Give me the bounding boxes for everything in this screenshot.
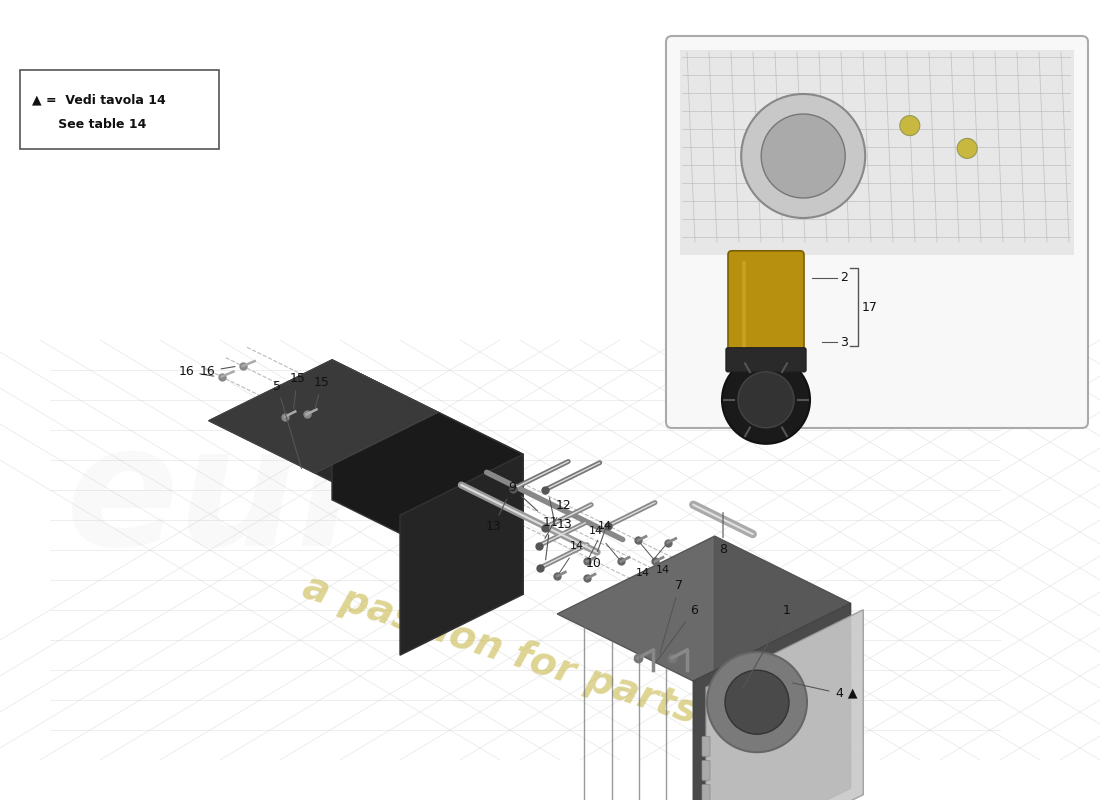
Text: euro: euro — [66, 418, 494, 582]
FancyBboxPatch shape — [728, 250, 804, 364]
Text: 16: 16 — [178, 365, 213, 378]
Text: 14: 14 — [636, 567, 650, 578]
Text: 15: 15 — [289, 372, 305, 409]
Text: a passion for parts: a passion for parts — [298, 568, 702, 732]
Text: 14: 14 — [598, 522, 612, 531]
FancyBboxPatch shape — [666, 36, 1088, 428]
Polygon shape — [209, 360, 524, 515]
Text: 17: 17 — [862, 301, 878, 314]
Text: 14: 14 — [570, 541, 584, 551]
Text: 12: 12 — [544, 499, 571, 538]
Text: 8: 8 — [719, 513, 727, 556]
Text: See table 14: See table 14 — [32, 118, 146, 131]
Circle shape — [707, 652, 807, 752]
Polygon shape — [332, 360, 524, 594]
Polygon shape — [558, 536, 850, 681]
Circle shape — [722, 356, 810, 444]
Circle shape — [957, 138, 977, 158]
Polygon shape — [706, 610, 864, 800]
Text: 1: 1 — [742, 604, 791, 688]
FancyBboxPatch shape — [702, 736, 710, 757]
Polygon shape — [209, 360, 438, 474]
Text: 4 ▲: 4 ▲ — [836, 686, 857, 699]
Text: 5: 5 — [273, 379, 301, 469]
Text: 6: 6 — [656, 604, 699, 663]
FancyBboxPatch shape — [20, 70, 219, 149]
Circle shape — [738, 372, 794, 428]
Text: ▲ =  Vedi tavola 14: ▲ = Vedi tavola 14 — [32, 94, 166, 106]
Circle shape — [741, 94, 866, 218]
Polygon shape — [693, 603, 850, 800]
Text: 16: 16 — [200, 365, 235, 378]
FancyBboxPatch shape — [726, 348, 806, 372]
Circle shape — [761, 114, 845, 198]
Text: 11: 11 — [542, 516, 558, 560]
Text: 7: 7 — [660, 579, 683, 654]
Polygon shape — [400, 454, 524, 655]
Text: 14: 14 — [588, 526, 603, 536]
Text: 10: 10 — [585, 523, 607, 570]
Text: 15: 15 — [314, 376, 329, 409]
Text: 2: 2 — [840, 271, 848, 284]
Text: 13: 13 — [557, 518, 572, 531]
Circle shape — [725, 670, 789, 734]
FancyBboxPatch shape — [702, 784, 710, 800]
FancyBboxPatch shape — [680, 50, 1074, 255]
Text: 3: 3 — [840, 336, 848, 349]
FancyBboxPatch shape — [702, 760, 710, 780]
Text: 14: 14 — [656, 566, 670, 575]
Text: 9: 9 — [508, 482, 538, 511]
Text: 13: 13 — [485, 499, 507, 534]
Circle shape — [900, 115, 920, 135]
Polygon shape — [715, 536, 850, 788]
